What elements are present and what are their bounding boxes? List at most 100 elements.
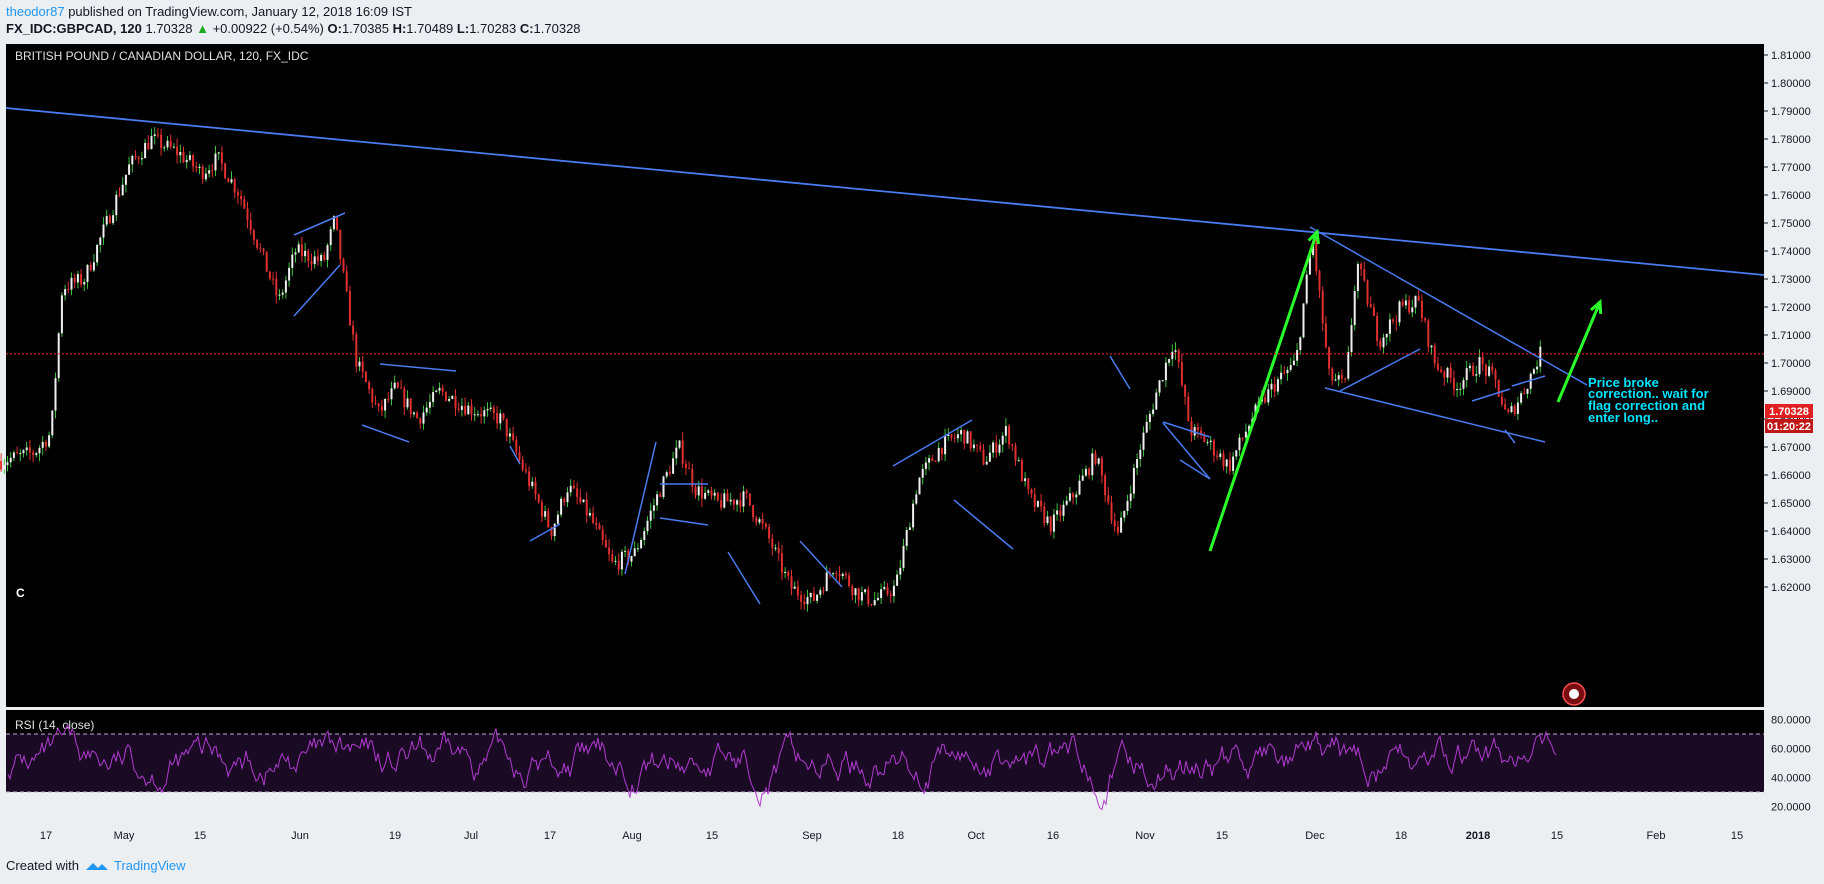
candle-body: [320, 254, 323, 261]
candle-body: [284, 280, 287, 293]
candle-body: [1200, 430, 1203, 435]
time-tick-label: 16: [1047, 830, 1059, 842]
candle-body: [720, 500, 723, 508]
candle-body: [611, 554, 614, 562]
candle-body: [380, 405, 383, 411]
pattern-line: [1109, 355, 1131, 390]
price-pane: [6, 44, 1764, 707]
candle-body: [1219, 453, 1222, 457]
candle-body: [48, 435, 51, 447]
candle-body: [1116, 526, 1119, 533]
price-tick-label: 1.79000: [1771, 106, 1811, 118]
rsi-tick-label: 60.0000: [1771, 744, 1811, 756]
candle-body: [1372, 307, 1375, 316]
candle-body: [1228, 459, 1231, 471]
candle-body: [1043, 506, 1046, 524]
time-axis-labels[interactable]: 17 May 15 Jun 19 Jul 17 Aug 15 Sep 18 Oct 16 Nov 15 Dec…: [40, 830, 1743, 842]
candle-body: [652, 505, 655, 511]
candle-body: [371, 389, 374, 403]
candle-body: [1404, 300, 1407, 306]
candle-body: [1459, 388, 1462, 390]
candle-body: [1049, 516, 1052, 532]
candle-body: [582, 499, 585, 503]
pattern-line: [1179, 459, 1211, 480]
candle-body: [1331, 368, 1334, 381]
candle-body: [547, 511, 550, 528]
candle-body: [326, 245, 329, 260]
candle-body: [691, 468, 694, 487]
candle-body: [1072, 493, 1075, 498]
candle-body: [1452, 378, 1455, 390]
chart-area[interactable]: BRITISH POUND / CANADIAN DOLLAR, 120, FX…: [0, 44, 1824, 851]
candle-body: [595, 522, 598, 525]
candle-body: [1104, 475, 1107, 496]
candle-body: [540, 502, 543, 517]
candle-body: [569, 485, 572, 493]
candle-body: [1046, 516, 1049, 524]
candle-body: [931, 458, 934, 462]
candle-body: [1264, 397, 1267, 403]
pattern-line: [1504, 429, 1516, 444]
candle-body: [585, 499, 588, 516]
candle-body: [624, 550, 627, 552]
candle-body: [124, 174, 127, 185]
publish-header: theodor87 published on TradingView.com, …: [0, 0, 1824, 44]
drawings: [5, 107, 1765, 605]
price-axis[interactable]: 1.81000 1.80000 1.79000 1.78000 1.77000 1.760…: [1764, 50, 1811, 594]
candle-body: [944, 436, 947, 455]
candle-body: [963, 430, 966, 444]
candle-body: [179, 151, 182, 156]
candle-body: [233, 179, 236, 193]
candle-body: [1334, 379, 1337, 381]
author-link[interactable]: theodor87: [6, 4, 65, 19]
candle-body: [128, 164, 131, 175]
candle-body: [54, 378, 57, 411]
candle-body: [1235, 450, 1238, 457]
candle-body: [1174, 350, 1177, 352]
candle-body: [89, 264, 92, 271]
price-tick-label: 1.64000: [1771, 526, 1811, 538]
candle-body: [307, 250, 310, 262]
candle-body: [214, 153, 217, 171]
candle-body: [822, 590, 825, 592]
candle-body: [742, 491, 745, 507]
candle-body: [153, 134, 156, 137]
candle-body: [441, 387, 444, 392]
candle-body: [217, 152, 220, 154]
candle-body: [1427, 320, 1430, 348]
time-tick-label: 18: [1395, 830, 1407, 842]
time-tick-label: 17: [40, 830, 52, 842]
candle-body: [915, 494, 918, 504]
event-icon[interactable]: [1562, 682, 1586, 706]
candle-body: [208, 170, 211, 174]
candle-body: [486, 409, 489, 411]
candle-body: [556, 514, 559, 524]
time-tick-label: Dec: [1305, 830, 1325, 842]
candle-body: [400, 387, 403, 389]
candle-body: [803, 601, 806, 605]
candle-body: [1168, 359, 1171, 363]
candle-body: [518, 452, 521, 460]
candle-body: [1097, 458, 1100, 464]
quote-line: FX_IDC:GBPCAD, 120 1.70328 ▲ +0.00922 (+…: [6, 21, 581, 36]
candle-body: [1510, 406, 1513, 413]
change-value: +0.00922 (+0.54%): [212, 21, 324, 36]
rsi-axis[interactable]: 80.0000 60.0000 40.0000 20.0000: [1771, 715, 1811, 814]
tradingview-link[interactable]: TradingView: [85, 858, 186, 873]
symbol-label: FX_IDC:GBPCAD, 120: [6, 21, 142, 36]
candle-body: [1273, 383, 1276, 392]
candle-body: [150, 136, 153, 150]
candle-body: [1392, 319, 1395, 322]
candle-body: [838, 574, 841, 577]
candle-body: [1107, 495, 1110, 503]
candle-body: [1129, 493, 1132, 501]
candle-body: [1078, 480, 1081, 495]
candle-body: [636, 548, 639, 550]
candle-body: [1001, 435, 1004, 445]
candle-body: [281, 292, 284, 295]
candle-body: [1497, 379, 1500, 397]
candle-body: [1305, 274, 1308, 304]
candle-body: [505, 418, 508, 437]
candle-body: [1395, 321, 1398, 323]
candle-body: [492, 407, 495, 413]
